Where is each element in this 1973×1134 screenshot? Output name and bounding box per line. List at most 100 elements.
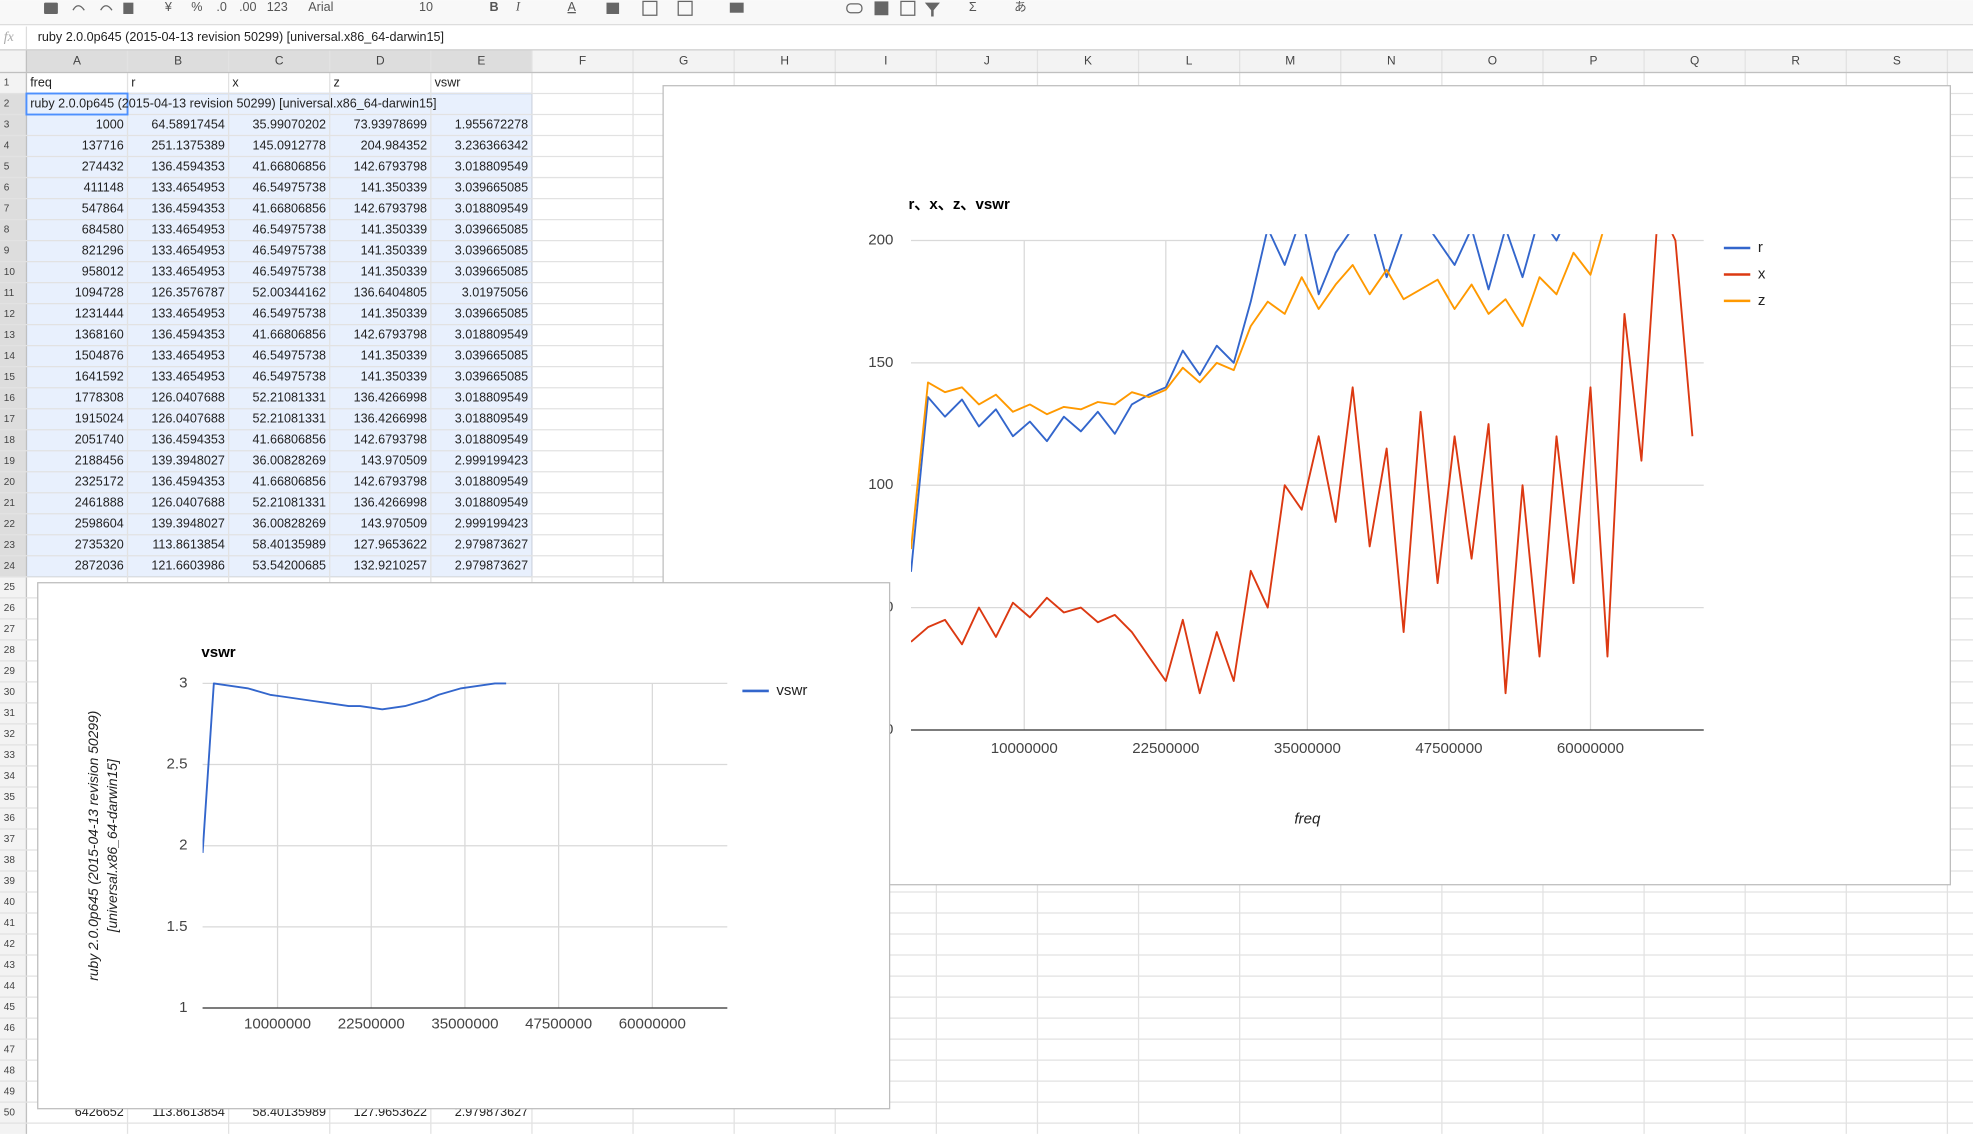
cell-text[interactable]: 141.350339: [361, 180, 427, 194]
cell-text[interactable]: 126.0407688: [151, 496, 224, 510]
row-number[interactable]: 20: [4, 477, 16, 488]
row-number[interactable]: 7: [4, 204, 10, 215]
cell-text[interactable]: 126.0407688: [151, 412, 224, 426]
cell-text[interactable]: ruby 2.0.0p645 (2015-04-13 revision 5029…: [30, 96, 436, 110]
column-header[interactable]: G: [679, 54, 688, 68]
cell-text[interactable]: 141.350339: [361, 370, 427, 384]
cell-text[interactable]: 3.039665085: [455, 222, 528, 236]
column-header[interactable]: A: [73, 54, 81, 68]
cell-text[interactable]: 141.350339: [361, 243, 427, 257]
row-number[interactable]: 44: [4, 981, 16, 992]
cell-text[interactable]: 126.0407688: [151, 391, 224, 405]
cell-text[interactable]: 3.039665085: [455, 349, 528, 363]
cell-text[interactable]: 136.6404805: [354, 285, 427, 299]
row-number[interactable]: 29: [4, 666, 16, 677]
row-number[interactable]: 3: [4, 120, 10, 131]
cell-text[interactable]: 41.66806856: [253, 201, 326, 215]
cell-text[interactable]: 143.970509: [361, 517, 427, 531]
column-header[interactable]: M: [1285, 54, 1295, 68]
toolbar-item[interactable]: Arial: [308, 0, 333, 14]
fill-color-icon[interactable]: [606, 3, 619, 14]
cell-text[interactable]: 64.58917454: [151, 117, 224, 131]
cell-text[interactable]: 1778308: [75, 391, 124, 405]
cell-text[interactable]: 2598604: [75, 517, 124, 531]
cell-text[interactable]: 35.99070202: [253, 117, 326, 131]
toolbar-item[interactable]: .0: [216, 0, 226, 14]
row-number[interactable]: 26: [4, 603, 16, 614]
cell-text[interactable]: 136.4594353: [151, 327, 224, 341]
cell-text[interactable]: 141.350339: [361, 349, 427, 363]
cell-text[interactable]: 73.93978699: [354, 117, 427, 131]
toolbar-item[interactable]: A: [567, 0, 576, 14]
row-number[interactable]: 27: [4, 624, 16, 635]
cell-text[interactable]: 52.00344162: [253, 285, 326, 299]
toolbar-item[interactable]: Σ: [969, 0, 977, 14]
row-number[interactable]: 42: [4, 939, 16, 950]
cell-text[interactable]: 53.54200685: [253, 559, 326, 573]
row-number[interactable]: 23: [4, 540, 16, 551]
cell-text[interactable]: 46.54975738: [253, 222, 326, 236]
cell-text[interactable]: 136.4266998: [354, 496, 427, 510]
column-header[interactable]: P: [1590, 54, 1598, 68]
cell-text[interactable]: 133.4654953: [151, 264, 224, 278]
column-header[interactable]: J: [984, 54, 990, 68]
row-number[interactable]: 41: [4, 918, 16, 929]
toolbar-item[interactable]: 10: [419, 0, 433, 14]
row-number[interactable]: 10: [4, 267, 16, 278]
cell-text[interactable]: vswr: [435, 75, 461, 89]
row-number[interactable]: 50: [4, 1107, 16, 1118]
cell-text[interactable]: 3.018809549: [455, 412, 528, 426]
cell-text[interactable]: 1368160: [75, 327, 124, 341]
row-number[interactable]: 46: [4, 1023, 16, 1034]
row-number[interactable]: 21: [4, 498, 16, 509]
cell-text[interactable]: 142.6793798: [354, 327, 427, 341]
cell-text[interactable]: 136.4594353: [151, 475, 224, 489]
cell-text[interactable]: 52.21081331: [253, 412, 326, 426]
cell-text[interactable]: 1000: [96, 117, 124, 131]
cell-text[interactable]: 3.236366342: [455, 138, 528, 152]
cell-text[interactable]: 274432: [82, 159, 124, 173]
row-number[interactable]: 43: [4, 960, 16, 971]
row-number[interactable]: 11: [4, 288, 15, 299]
legend-label[interactable]: r: [1758, 239, 1763, 256]
column-header[interactable]: H: [780, 54, 789, 68]
row-number[interactable]: 39: [4, 876, 16, 887]
row-number[interactable]: 33: [4, 750, 16, 761]
row-number[interactable]: 38: [4, 855, 16, 866]
cell-text[interactable]: 3.01975056: [462, 285, 528, 299]
cell-text[interactable]: 142.6793798: [354, 201, 427, 215]
column-header[interactable]: F: [579, 54, 586, 68]
row-number[interactable]: 12: [4, 309, 16, 320]
cell-text[interactable]: 46.54975738: [253, 243, 326, 257]
cell-text[interactable]: 2872036: [75, 559, 124, 573]
cell-text[interactable]: 141.350339: [361, 306, 427, 320]
cell-text[interactable]: 3.018809549: [455, 159, 528, 173]
cell-text[interactable]: 52.21081331: [253, 391, 326, 405]
column-header[interactable]: N: [1387, 54, 1396, 68]
cell-text[interactable]: 136.4266998: [354, 391, 427, 405]
row-number[interactable]: 25: [4, 582, 16, 593]
row-number[interactable]: 45: [4, 1002, 16, 1013]
cell-text[interactable]: 684580: [82, 222, 124, 236]
cell-text[interactable]: 126.3576787: [151, 285, 224, 299]
row-number[interactable]: 28: [4, 645, 16, 656]
cell-text[interactable]: 3.018809549: [455, 391, 528, 405]
row-number[interactable]: 17: [4, 414, 16, 425]
cell-text[interactable]: 139.3948027: [151, 454, 224, 468]
cell-text[interactable]: 2.979873627: [455, 538, 528, 552]
cell-text[interactable]: 41.66806856: [253, 159, 326, 173]
column-header[interactable]: C: [275, 54, 284, 68]
cell-text[interactable]: 137716: [82, 138, 124, 152]
cell-text[interactable]: 41.66806856: [253, 327, 326, 341]
row-number[interactable]: 32: [4, 729, 16, 740]
cell-text[interactable]: 46.54975738: [253, 264, 326, 278]
cell-text[interactable]: 136.4594353: [151, 201, 224, 215]
align-icon[interactable]: [730, 3, 744, 13]
cell-text[interactable]: 136.4594353: [151, 433, 224, 447]
cell-text[interactable]: 52.21081331: [253, 496, 326, 510]
cell-text[interactable]: 58.40135989: [253, 538, 326, 552]
cell-text[interactable]: 3.039665085: [455, 264, 528, 278]
row-number[interactable]: 5: [4, 162, 10, 173]
print-icon[interactable]: [44, 3, 58, 14]
row-number[interactable]: 35: [4, 792, 16, 803]
